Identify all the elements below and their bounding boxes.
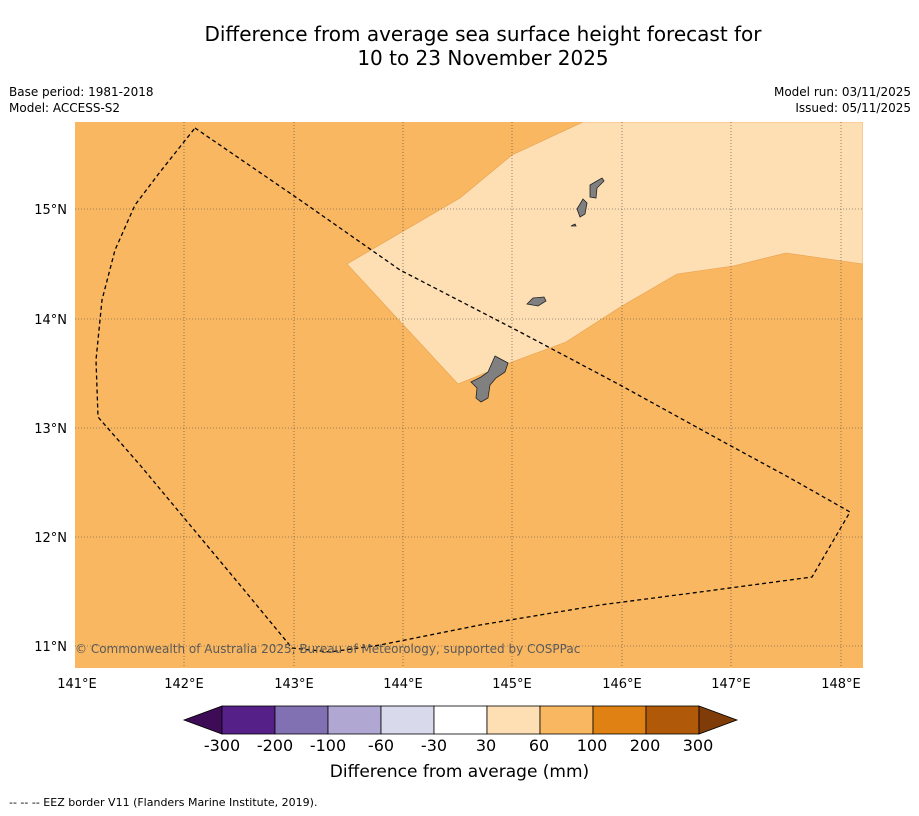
issued-date: Issued: 05/11/2025 <box>795 101 911 115</box>
eez-border <box>95 127 851 653</box>
anomaly-30-60-region <box>346 122 863 385</box>
colorbar-label: 60 <box>528 736 550 755</box>
colorbar-label: -100 <box>309 736 347 755</box>
lon-label-141e: 141°E <box>57 677 97 692</box>
colorbar-label: 300 <box>682 736 714 755</box>
island-aguijan <box>570 223 577 227</box>
colorbar-extend-high <box>698 705 739 735</box>
lon-label-142e: 142°E <box>164 677 204 692</box>
island-tinian <box>576 198 588 218</box>
lon-label-144e: 144°E <box>383 677 423 692</box>
colorbar-segment <box>433 705 488 735</box>
meta-right: Model run: 03/11/2025 Issued: 05/11/2025 <box>774 84 911 116</box>
island-saipan <box>589 177 605 199</box>
island-guam <box>470 355 509 403</box>
lat-axis-labels: 15°N 14°N 13°N 12°N 11°N <box>34 203 67 655</box>
colorbar <box>182 705 739 735</box>
colorbar-segment <box>645 705 700 735</box>
colorbar-segment <box>327 705 382 735</box>
colorbar-extend-low <box>182 705 223 735</box>
colorbar-segment <box>221 705 276 735</box>
colorbar-segment <box>274 705 329 735</box>
lon-axis-labels: 141°E 142°E 143°E 144°E 145°E 146°E 147°… <box>57 677 861 692</box>
lat-label-13n: 13°N <box>34 422 67 437</box>
colorbar-segment <box>592 705 647 735</box>
title-line-1: Difference from average sea surface heig… <box>204 22 762 46</box>
colorbar-label: 200 <box>629 736 661 755</box>
colorbar-label: -200 <box>256 736 294 755</box>
colorbar-segment <box>486 705 541 735</box>
map-plot-area: © Commonwealth of Australia 2025, Bureau… <box>75 122 863 668</box>
model-run: Model run: 03/11/2025 <box>773 85 911 99</box>
colorbar-label: 100 <box>576 736 608 755</box>
copyright-text: © Commonwealth of Australia 2025, Bureau… <box>75 642 580 656</box>
colorbar-label: -60 <box>367 736 395 755</box>
colorbar-segment <box>539 705 594 735</box>
lat-label-15n: 15°N <box>34 203 67 218</box>
lat-label-12n: 12°N <box>34 531 67 546</box>
lon-label-145e: 145°E <box>492 677 532 692</box>
island-rota <box>526 296 547 307</box>
colorbar-label: 30 <box>475 736 497 755</box>
lon-label-143e: 143°E <box>274 677 314 692</box>
eez-footnote: -- -- -- EEZ border V11 (Flanders Marine… <box>9 796 318 809</box>
islands <box>470 177 605 403</box>
title-line-2: 10 to 23 November 2025 <box>357 46 609 70</box>
lon-label-148e: 148°E <box>821 677 861 692</box>
colorbar-label: -300 <box>203 736 241 755</box>
meta-left: Base period: 1981-2018 Model: ACCESS-S2 <box>9 84 154 116</box>
lon-label-147e: 147°E <box>711 677 751 692</box>
colorbar-label: -30 <box>420 736 448 755</box>
colorbar-segment <box>380 705 435 735</box>
base-period: Base period: 1981-2018 <box>9 85 154 99</box>
map-title: Difference from average sea surface heig… <box>0 22 919 70</box>
grid-lines <box>75 122 863 668</box>
lat-label-11n: 11°N <box>34 640 67 655</box>
colorbar-title: Difference from average (mm) <box>329 762 590 782</box>
lon-label-146e: 146°E <box>602 677 642 692</box>
lat-label-14n: 14°N <box>34 313 67 328</box>
model-name: Model: ACCESS-S2 <box>9 101 121 115</box>
